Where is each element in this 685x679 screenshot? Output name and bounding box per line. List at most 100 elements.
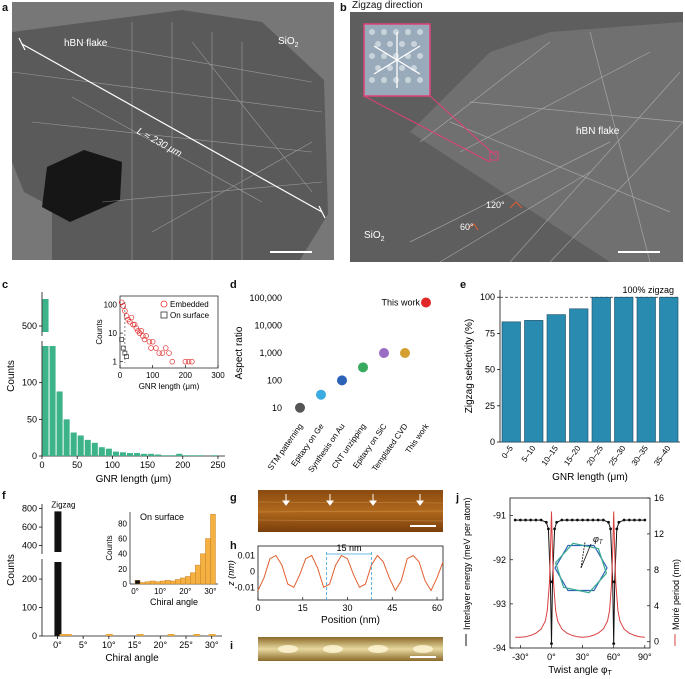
- y-axis-label-left-j: Interlayer energy (meV per atom): [462, 497, 472, 630]
- bar-f: [59, 634, 67, 636]
- histogram-bar-c: [211, 455, 218, 456]
- data-point-j: [529, 518, 533, 522]
- angle-60-label: 60°: [460, 222, 474, 232]
- y-tick-label-c: 0: [32, 451, 37, 461]
- sio2-sub-a: 2: [294, 42, 299, 49]
- hexagon-2-j: [554, 542, 608, 594]
- inset-x-tick-label-f: 0°: [131, 587, 139, 596]
- inset-frame-c: [119, 295, 219, 369]
- y-tick-label-c: 500: [22, 321, 37, 331]
- inset-x-tick-label-c: 300: [211, 371, 225, 380]
- y-tick-label-f: 0: [32, 631, 37, 641]
- histogram-bar-c: [98, 447, 105, 456]
- panel-label-g: g: [230, 492, 237, 504]
- lattice-image-i-drawing: [258, 637, 443, 661]
- panel-label-h: h: [230, 540, 237, 552]
- hexagon-1-j: [554, 544, 608, 592]
- series-line-j: [515, 519, 645, 644]
- histogram-bar-c: [183, 455, 190, 456]
- x-tick-label-f: 15°: [128, 640, 142, 650]
- data-point-j: [581, 518, 584, 522]
- y-tick-label-left-j: -94: [493, 643, 506, 653]
- y-tick-label-e: 75: [485, 328, 495, 338]
- y-tick-label-h: 0: [250, 566, 255, 576]
- data-point-j: [524, 518, 527, 522]
- x-axis-label-c: GNR length (μm): [96, 474, 172, 485]
- frame-h: [257, 545, 444, 601]
- panel-label-j: j: [456, 492, 460, 504]
- micrograph-a-drawing: [12, 2, 334, 260]
- inset-y-tick-label-f: 80: [118, 519, 127, 528]
- histogram-bar-c: [77, 435, 84, 456]
- inset-bar-f: [205, 538, 211, 585]
- chart-e: 0 25 50 75 100 0–5 5–10 10–15 15–20 20–25 25–30 30–…: [464, 285, 680, 483]
- bar-e: [501, 321, 521, 443]
- x-tick-label-c: 250: [210, 460, 225, 470]
- sio2-label-b: SiO2: [364, 230, 385, 243]
- axis-break-f: [38, 554, 48, 559]
- micrograph-b-drawing: [350, 12, 683, 262]
- inset-y-tick-label-f: 60: [118, 535, 127, 544]
- inset-point-embedded: [140, 333, 146, 339]
- inset-point-embedded: [128, 314, 135, 321]
- data-point-j: [596, 518, 600, 522]
- hbn-micrograph-b: [350, 12, 683, 262]
- histogram-bar-c: [112, 451, 119, 456]
- inset-y-tick-label-f: 40: [118, 550, 127, 559]
- bar-f-zigzag: [54, 562, 62, 636]
- y-tick-label-left-j: -92: [493, 555, 506, 565]
- inset-point-embedded: [131, 321, 138, 328]
- x-tick-label-h: 45: [387, 603, 397, 613]
- inset-point-embedded: [156, 350, 162, 356]
- histogram-bar-c-upper: [42, 299, 49, 332]
- sio2-text-b: SiO: [364, 230, 381, 241]
- frame-j: [509, 497, 651, 649]
- y-axis-label-f: Counts: [6, 554, 17, 586]
- angle-arm-j: [580, 543, 592, 569]
- x-tick-label-c: 200: [175, 460, 190, 470]
- x-tick-label-j: 60°: [607, 652, 621, 662]
- lattice-image-i: [258, 637, 443, 661]
- inset-angle-sub-j: T: [599, 540, 604, 546]
- category-label-e: 20–25: [585, 444, 605, 468]
- inset-bar-f: [159, 580, 166, 585]
- inset-bar-f: [164, 580, 171, 585]
- x-tick-label-j: 0°: [547, 652, 556, 662]
- histogram-bar-c: [42, 346, 49, 456]
- x-axis-label-f: Chiral angle: [105, 653, 159, 664]
- category-label-e: 25–30: [607, 444, 627, 468]
- inset-point-embedded: [166, 350, 172, 356]
- inset-point-embedded: [185, 358, 192, 365]
- bar-e: [614, 296, 634, 443]
- histogram-bar-c: [169, 455, 176, 456]
- data-point-j: [553, 527, 556, 531]
- histogram-bar-c: [134, 453, 141, 456]
- chart-h: 0.01 0 -0.01 0 15 30 45 60 15 nm Position (nm) z (…: [228, 543, 444, 626]
- x-tick-label-f: 0°: [53, 640, 62, 650]
- inset-point-embedded: [138, 328, 144, 334]
- inset-bar-f: [144, 581, 151, 585]
- x-tick-label-j: 30°: [576, 652, 590, 662]
- data-point-d: [421, 297, 431, 308]
- inset-angle-label-j: φT: [593, 534, 604, 546]
- y-axis-label-right-j: Moiré period (nm): [671, 559, 681, 630]
- inset-x-axis-label-c: GNR length (μm): [139, 382, 200, 391]
- histogram-bar-c: [84, 439, 91, 456]
- y-axis-label-h: z (nm): [228, 560, 236, 587]
- y-tick-label-right-j: 12: [654, 529, 664, 539]
- y-tick-label-left-j: -91: [493, 511, 506, 521]
- afm-image-g: [258, 490, 443, 532]
- hbn-micrograph-a: [12, 2, 334, 260]
- legend-marker-on-surface: [160, 311, 168, 319]
- inset-point-embedded: [162, 345, 169, 351]
- x-axis-label-j: Twist angle φT: [548, 665, 612, 677]
- y-tick-label-e: 50: [485, 365, 495, 375]
- panel-label-f: f: [2, 490, 6, 502]
- bar-f: [208, 634, 216, 636]
- bar-e: [524, 320, 544, 443]
- inset-point-embedded: [146, 338, 153, 345]
- data-point-j: [633, 518, 636, 522]
- inset-bar-f: [134, 580, 141, 585]
- zigzag-label-f: Zigzag: [51, 500, 75, 509]
- data-point-j: [576, 518, 579, 522]
